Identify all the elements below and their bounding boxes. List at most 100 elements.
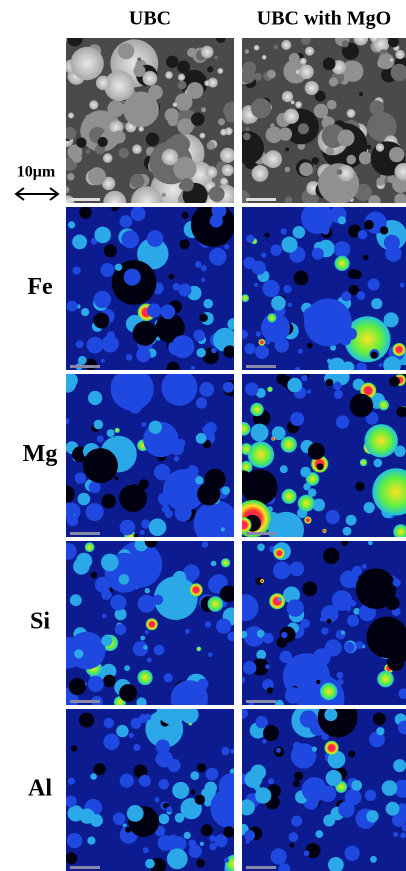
particle	[66, 502, 75, 519]
particle	[206, 141, 216, 150]
particle	[66, 485, 75, 503]
particle	[383, 312, 399, 328]
particle	[68, 112, 74, 119]
particle	[291, 815, 303, 827]
particle	[265, 126, 283, 144]
particle	[145, 858, 155, 869]
particle	[299, 57, 307, 65]
particle	[355, 481, 365, 491]
particle	[94, 576, 111, 593]
particle	[273, 44, 279, 50]
particle	[342, 526, 352, 536]
particle	[67, 173, 75, 181]
particle	[178, 283, 192, 297]
particle	[161, 148, 179, 166]
particle	[195, 397, 208, 409]
particle	[280, 228, 287, 235]
particle	[102, 153, 113, 163]
particle	[385, 801, 400, 816]
particle	[299, 64, 314, 80]
particle	[396, 406, 406, 418]
particle	[378, 53, 395, 70]
particle	[276, 374, 288, 385]
particle	[195, 261, 202, 268]
particle	[242, 470, 254, 493]
particle	[364, 424, 398, 458]
particle	[106, 429, 115, 438]
particle	[103, 717, 115, 729]
particle	[334, 241, 351, 258]
particle	[361, 563, 367, 569]
particle	[201, 541, 209, 548]
particle	[352, 269, 362, 280]
particle	[155, 313, 185, 343]
panels	[66, 38, 406, 871]
particle	[341, 541, 349, 547]
particle	[66, 300, 78, 312]
particle	[336, 671, 344, 679]
particle	[186, 82, 204, 99]
particle	[400, 832, 406, 839]
scale-strip	[70, 198, 100, 201]
particle	[136, 347, 151, 363]
particle	[355, 568, 397, 609]
scale-label: 10μm	[17, 164, 56, 181]
particle	[126, 805, 144, 822]
particle	[244, 49, 250, 54]
particle	[137, 57, 142, 62]
row-label: Al	[28, 776, 52, 802]
particle	[304, 516, 312, 524]
particle	[171, 335, 195, 359]
particle	[79, 207, 92, 219]
particle	[214, 834, 228, 848]
particle	[103, 674, 116, 688]
particle	[110, 374, 154, 411]
particle	[179, 239, 190, 250]
row-label: Si	[30, 609, 50, 635]
particle	[118, 147, 129, 159]
particle	[271, 426, 286, 441]
particle	[344, 316, 391, 363]
particle	[301, 207, 334, 234]
particle	[366, 616, 406, 659]
particle	[379, 226, 389, 235]
particle	[172, 781, 190, 799]
particle	[132, 144, 142, 154]
particle	[66, 195, 75, 203]
particle	[300, 466, 311, 478]
particle	[243, 132, 251, 141]
particle	[153, 576, 198, 621]
particle	[144, 713, 152, 721]
particle	[223, 826, 234, 838]
particle	[313, 648, 331, 666]
particle	[223, 345, 234, 358]
particle	[110, 594, 127, 611]
particle	[174, 504, 192, 522]
particle	[133, 533, 139, 537]
particle	[312, 498, 326, 512]
particle	[279, 650, 293, 664]
particle	[246, 107, 251, 111]
particle	[311, 746, 317, 752]
particle	[388, 38, 399, 48]
particle	[320, 605, 339, 623]
particle	[156, 709, 188, 725]
particle	[292, 741, 302, 751]
particle	[174, 93, 193, 111]
particle	[145, 618, 158, 631]
particle	[295, 101, 302, 109]
particle	[389, 376, 400, 387]
particle	[269, 593, 286, 610]
particle	[211, 347, 217, 354]
particle	[303, 307, 319, 323]
particle	[67, 631, 106, 670]
particle	[145, 132, 160, 147]
particle	[199, 841, 204, 846]
particle	[195, 433, 207, 444]
particle	[281, 236, 298, 253]
particle	[88, 390, 103, 406]
particle	[392, 343, 406, 357]
particle	[221, 558, 231, 568]
particle	[319, 617, 324, 622]
particle	[341, 361, 355, 370]
